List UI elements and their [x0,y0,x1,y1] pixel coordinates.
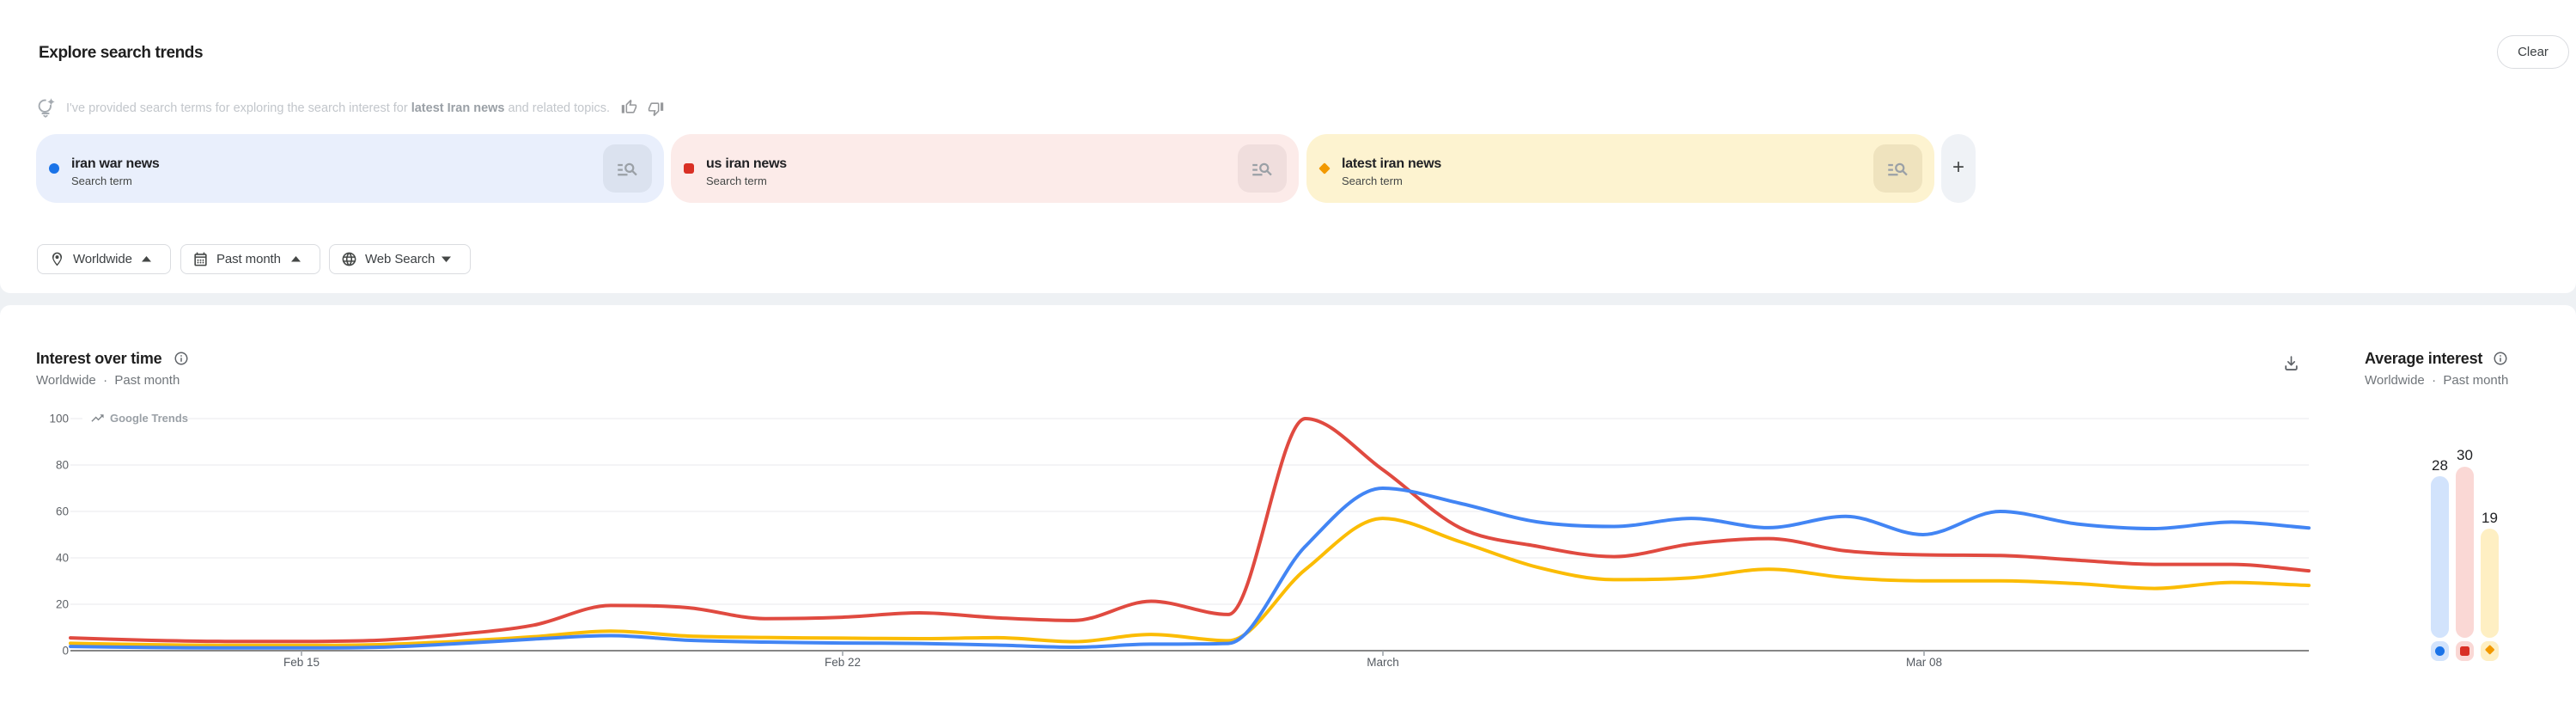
svg-text:80: 80 [56,459,69,472]
svg-text:28: 28 [2432,457,2448,474]
svg-text:30: 30 [2457,447,2473,463]
svg-text:40: 40 [56,552,69,565]
svg-text:March: March [1367,656,1399,669]
svg-text:Feb 22: Feb 22 [825,656,861,669]
svg-text:Mar 08: Mar 08 [1906,656,1942,669]
svg-text:60: 60 [56,505,69,518]
svg-text:19: 19 [2482,510,2498,526]
svg-text:0: 0 [62,645,69,658]
svg-text:Google Trends: Google Trends [110,412,188,425]
svg-text:100: 100 [49,413,69,425]
svg-text:20: 20 [56,598,69,611]
svg-text:Feb 15: Feb 15 [283,656,320,669]
